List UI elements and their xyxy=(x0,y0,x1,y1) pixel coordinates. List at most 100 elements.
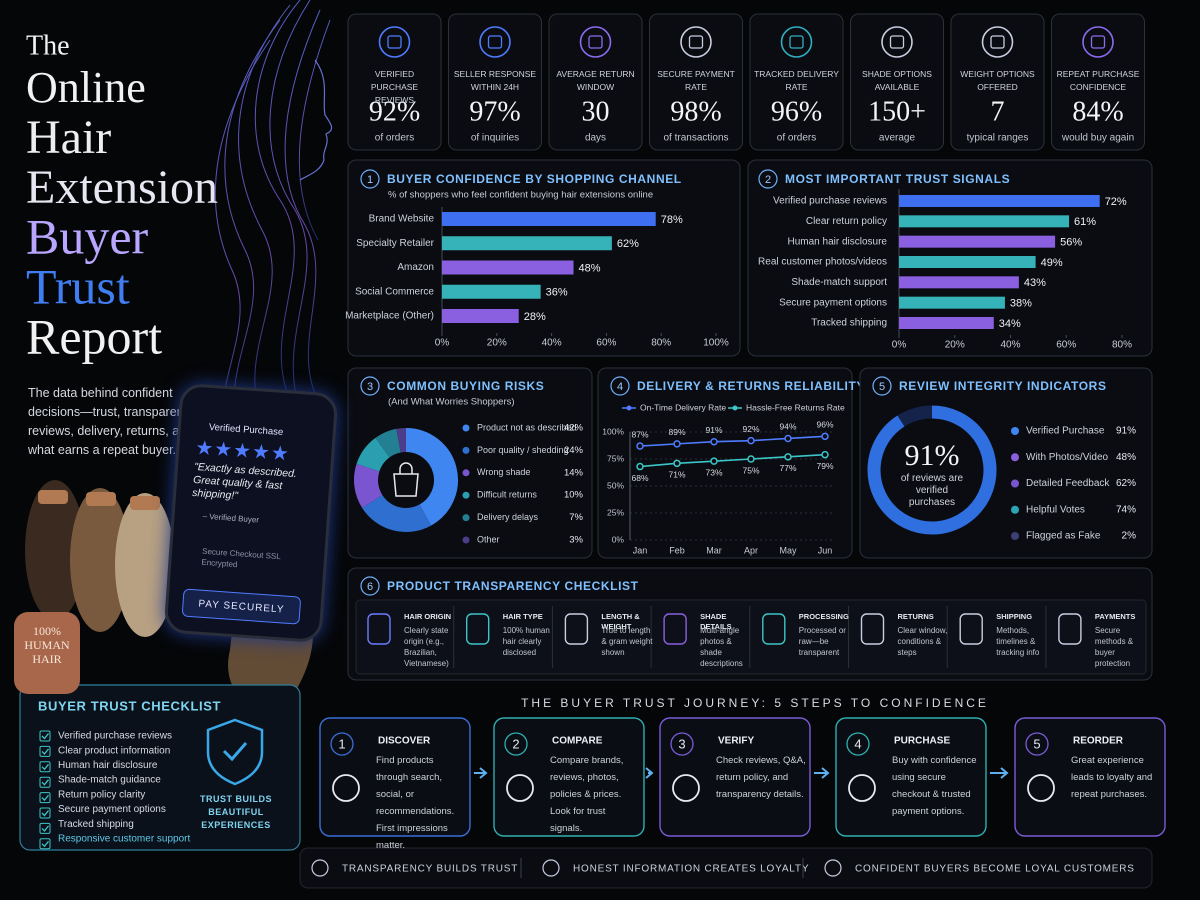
item-title: RETURNS xyxy=(897,612,934,621)
x-tick-label: May xyxy=(779,545,797,555)
donut-slice xyxy=(405,428,458,526)
section-number-ring xyxy=(360,376,380,396)
legend-label: Difficult returns xyxy=(477,490,537,500)
bar xyxy=(899,276,1019,289)
phone: Verified Purchase ★★★★★ "Exactly as descri… xyxy=(163,382,339,644)
legend-label: Hassle-Free Returns Rate xyxy=(746,402,845,412)
checklist-item: Verified purchase reviews xyxy=(58,731,172,742)
item-text: 100% human hair clearly disclosed xyxy=(502,626,550,657)
hair-art xyxy=(214,0,331,461)
item-icon xyxy=(1058,613,1082,645)
checkbox xyxy=(39,776,51,788)
section-number: 1 xyxy=(367,174,373,186)
title-line: Trust xyxy=(26,258,130,314)
checklist-item: Shade-match guidance xyxy=(58,775,161,786)
kpi-sub: of transactions xyxy=(663,133,728,144)
bar xyxy=(899,317,994,329)
step-arrow xyxy=(474,767,488,779)
item-icon xyxy=(564,613,589,645)
category-label: Social Commerce xyxy=(355,286,434,297)
value-label: 61% xyxy=(1074,216,1096,228)
step-title: REORDER xyxy=(1073,736,1124,747)
checkbox xyxy=(39,761,51,773)
step-title: COMPARE xyxy=(552,736,603,747)
category-label: Human hair disclosure xyxy=(788,236,888,247)
section-number-ring xyxy=(758,169,778,189)
bar xyxy=(899,296,1005,309)
category-label: Clear return policy xyxy=(806,216,887,227)
donut-slice xyxy=(356,437,391,473)
step-text: Find products through search, social, or… xyxy=(376,755,455,851)
pay-button: PAY SECURELY xyxy=(181,588,302,625)
bar xyxy=(442,260,574,275)
legend-value: 24% xyxy=(564,445,584,456)
section-number: 3 xyxy=(367,381,373,393)
panel xyxy=(347,159,741,357)
value-label: 94% xyxy=(779,422,796,432)
checklist-item: Responsive customer support xyxy=(58,834,191,845)
series-line xyxy=(639,453,826,468)
data-point xyxy=(821,450,829,459)
step-icon xyxy=(332,774,360,802)
data-point xyxy=(710,437,718,446)
checkbox xyxy=(39,730,51,742)
step-number: 4 xyxy=(854,736,861,751)
value-label: 75% xyxy=(742,465,759,475)
ring-arc xyxy=(867,405,997,535)
title-line: Buyer xyxy=(26,208,149,264)
kpi-value: 7 xyxy=(991,96,1005,127)
value-label: 43% xyxy=(1024,277,1046,289)
kpi-label: SHADE OPTIONS AVAILABLE xyxy=(862,69,932,92)
value-label: 62% xyxy=(617,238,639,250)
kpi-label: WEIGHT OPTIONS OFFERED xyxy=(960,69,1035,92)
value-label: 48% xyxy=(579,262,601,274)
bar xyxy=(442,236,612,251)
series-line xyxy=(639,435,826,447)
legend-label: With Photos/Video xyxy=(1026,452,1109,463)
step-title: DISCOVER xyxy=(378,736,431,747)
legend-dot xyxy=(462,446,470,454)
value-label: 36% xyxy=(546,287,568,299)
kpi-value: 84% xyxy=(1072,96,1123,127)
step-number-ring xyxy=(670,732,694,756)
step-title: VERIFY xyxy=(718,736,754,747)
legend-value: 74% xyxy=(1116,504,1136,515)
shield-icon xyxy=(206,718,264,786)
kpi-icon-inner xyxy=(688,35,704,49)
checkbox xyxy=(39,822,51,834)
step-number-ring xyxy=(330,732,354,756)
category-label: Secure payment options xyxy=(779,297,887,308)
donut-slice xyxy=(354,463,383,508)
step-title: PURCHASE xyxy=(894,736,950,747)
value-label: 38% xyxy=(1010,298,1032,310)
item-icon xyxy=(466,613,490,645)
bar xyxy=(899,256,1036,268)
shield-check xyxy=(222,742,248,762)
section-number: 4 xyxy=(617,381,623,393)
data-point xyxy=(636,442,644,450)
x-tick-label: Jun xyxy=(818,545,833,555)
data-point xyxy=(636,462,644,471)
category-label: Tracked shipping xyxy=(811,318,887,329)
legend-dot xyxy=(462,424,470,432)
checkbox xyxy=(39,792,51,804)
donut-slice xyxy=(362,494,432,532)
kpi-sub: of orders xyxy=(375,133,414,144)
value-label: 28% xyxy=(524,311,546,323)
legend-value: 7% xyxy=(569,512,583,523)
item-icon xyxy=(663,613,687,645)
legend-dot xyxy=(1011,505,1019,514)
phone-quote: "Exactly as described. Great quality & f… xyxy=(191,460,298,503)
legend-label: Verified Purchase xyxy=(1026,426,1105,437)
journey-title: THE BUYER TRUST JOURNEY: 5 STEPS TO CONF… xyxy=(521,696,989,710)
item-title: SHIPPING xyxy=(996,612,1033,621)
step-number: 1 xyxy=(338,736,345,751)
checklist-strip xyxy=(355,599,1147,675)
kpi-value: 92% xyxy=(369,96,420,127)
face-profile xyxy=(299,59,333,181)
kpi-value: 97% xyxy=(469,96,520,127)
bar xyxy=(899,235,1056,248)
footer-bar xyxy=(299,847,1153,889)
legend-label: Wrong shade xyxy=(477,467,530,477)
